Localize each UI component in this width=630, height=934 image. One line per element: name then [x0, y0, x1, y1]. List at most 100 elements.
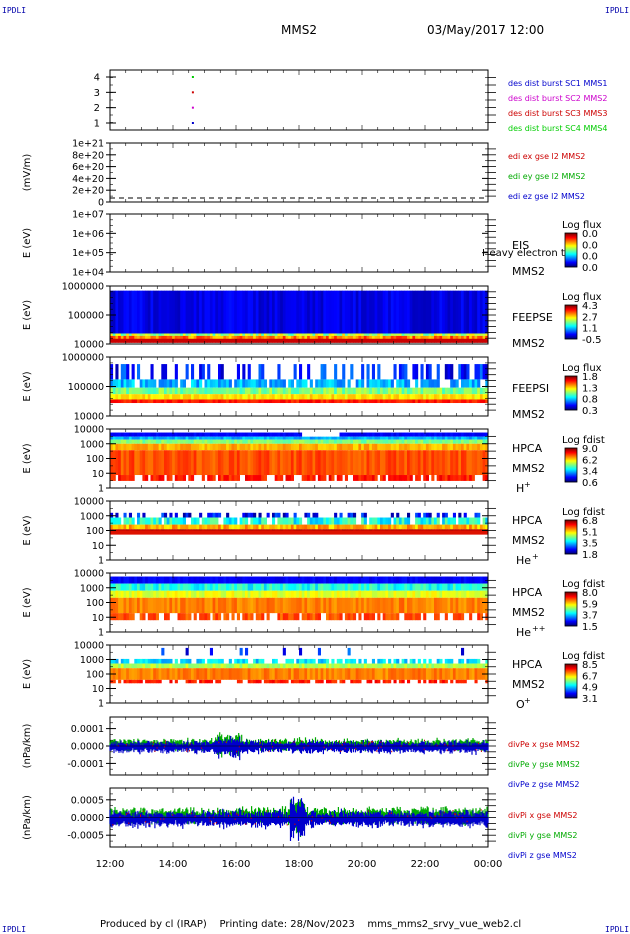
heatmap-cell	[315, 439, 319, 444]
heatmap-cell	[469, 394, 473, 400]
heatmap-cell	[417, 333, 421, 336]
heatmap-cell	[385, 524, 389, 530]
heatmap-cell	[388, 517, 392, 525]
heatmap-cell	[207, 658, 211, 664]
heatmap-cell	[420, 517, 424, 525]
heatmap-cell	[145, 443, 149, 451]
heatmap-cell	[374, 394, 378, 400]
colorbar-step	[565, 246, 577, 248]
heatmap-cell	[253, 590, 257, 598]
heatmap-cell	[328, 517, 332, 525]
heatmap-cell	[425, 450, 429, 476]
heatmap-cell	[261, 590, 265, 598]
heatmap-cell	[382, 658, 386, 664]
heatmap-cell	[442, 394, 446, 400]
y-tick-label: 0.0000	[71, 813, 104, 824]
heatmap-cell	[363, 668, 367, 680]
heatmap-cell	[201, 597, 205, 614]
heatmap-cell	[431, 387, 435, 395]
heatmap-cell	[228, 439, 232, 444]
heatmap-cell	[174, 597, 178, 614]
heatmap-cell	[290, 613, 294, 621]
heatmap-cell	[239, 668, 243, 680]
heatmap-cell	[169, 658, 173, 664]
heatmap-cell	[331, 524, 335, 530]
heatmap-cell	[153, 436, 157, 440]
heatmap-cell	[282, 613, 286, 621]
panel-hpca_o-species-label: O	[516, 698, 525, 711]
heatmap-cell	[334, 394, 338, 400]
heatmap-cell	[226, 439, 230, 444]
panel-eis-colorbar-title: Log flux	[562, 220, 602, 231]
heatmap-cell	[220, 436, 224, 440]
colorbar-step	[565, 457, 577, 459]
heatmap-cell	[201, 524, 205, 530]
panel-hpca_hepp-colorbar-title: Log fdist	[562, 579, 605, 590]
heatmap-cell	[371, 335, 375, 340]
heatmap-cell	[466, 379, 470, 388]
heatmap-cell	[396, 394, 400, 400]
heatmap-cell	[128, 450, 132, 476]
heatmap-cell	[404, 597, 408, 614]
heatmap-cell	[328, 443, 332, 451]
heatmap-cell	[153, 597, 157, 614]
heatmap-cell	[128, 576, 132, 584]
heatmap-cell	[353, 517, 357, 525]
colorbar-step	[565, 236, 577, 238]
heatmap-cell	[452, 436, 456, 440]
heatmap-cell	[191, 379, 195, 388]
heatmap-cell	[209, 290, 213, 334]
heatmap-cell	[366, 613, 370, 621]
heatmap-cell	[269, 436, 273, 440]
heatmap-cell	[234, 576, 238, 584]
heatmap-cell	[390, 475, 394, 481]
heatmap-cell	[169, 576, 173, 584]
colorbar-step	[565, 536, 577, 538]
heatmap-cell	[412, 450, 416, 476]
heatmap-cell	[193, 576, 197, 584]
heatmap-cell	[315, 436, 319, 440]
heatmap-cell	[407, 583, 411, 591]
heatmap-cell	[250, 590, 254, 598]
panel-hpca_hepp-spacecraft-label: MMS2	[512, 606, 545, 619]
heatmap-cell	[126, 613, 130, 621]
heatmap-cell	[218, 583, 222, 591]
panel-hpca_h-instrument-label: HPCA	[512, 442, 543, 455]
colorbar-tick-label: 0.0	[582, 252, 598, 263]
heatmap-cell	[479, 290, 483, 334]
heatmap-cell	[409, 658, 413, 664]
heatmap-cell	[110, 436, 114, 440]
heatmap-cell	[436, 597, 440, 614]
heatmap-cell	[177, 439, 181, 444]
heatmap-cell	[417, 668, 421, 680]
heatmap-cell	[199, 364, 203, 380]
heatmap-cell	[320, 335, 324, 340]
heatmap-cell	[180, 613, 184, 621]
heatmap-cell	[315, 517, 319, 525]
heatmap-cell	[382, 379, 386, 388]
heatmap-cell	[177, 450, 181, 476]
heatmap-cell	[347, 517, 351, 525]
heatmap-cell	[185, 364, 189, 380]
heatmap-cell	[482, 597, 486, 614]
heatmap-cell	[458, 668, 462, 680]
heatmap-cell	[326, 439, 330, 444]
heatmap-cell	[282, 394, 286, 400]
heatmap-cell	[363, 439, 367, 444]
heatmap-cell	[328, 590, 332, 598]
y-tick-label: 1e+21	[72, 139, 104, 150]
heatmap-cell	[393, 394, 397, 400]
heatmap-cell	[226, 475, 230, 481]
heatmap-cell	[185, 590, 189, 598]
heatmap-cell	[485, 524, 489, 530]
heatmap-cell	[220, 443, 224, 451]
heatmap-cell	[145, 679, 149, 684]
heatmap-cell	[226, 576, 230, 584]
heatmap-cell	[239, 524, 243, 530]
y-axis-label: (mV/m)	[22, 154, 33, 192]
heatmap-cell	[339, 512, 343, 518]
heatmap-cell	[158, 394, 162, 400]
heatmap-cell	[204, 583, 208, 591]
heatmap-cell	[166, 658, 170, 664]
heatmap-cell	[193, 387, 197, 395]
